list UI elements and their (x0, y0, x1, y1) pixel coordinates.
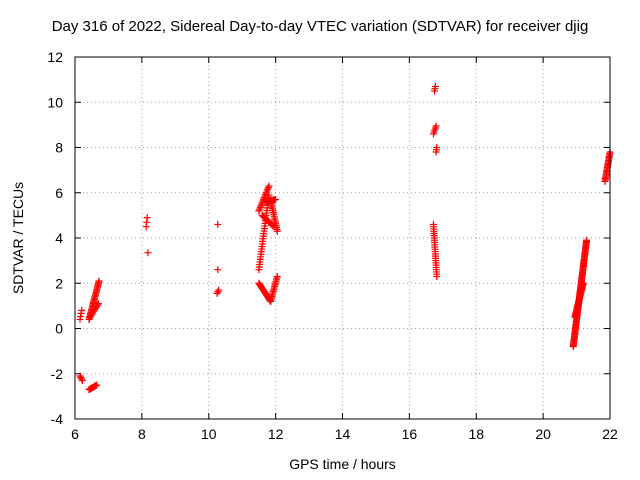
x-tick-label: 20 (535, 426, 551, 442)
x-tick-label: 16 (402, 426, 418, 442)
x-tick-label: 22 (602, 426, 618, 442)
data-point (432, 122, 440, 130)
axis-ticks: 6 8 10 12 14 16 18 20 22 -4 -2 0 2 4 6 8 10 12 (47, 49, 618, 442)
data-point (214, 266, 222, 274)
plot-frame (74, 56, 611, 420)
data-point (213, 289, 221, 297)
data-point (255, 207, 263, 215)
y-tick-label: 0 (55, 321, 63, 337)
data-point (257, 202, 265, 210)
y-tick-label: -4 (51, 411, 64, 427)
x-tick-label: 12 (268, 426, 284, 442)
x-tick-label: 18 (468, 426, 484, 442)
y-axis-label: SDTVAR / TECUs (10, 181, 26, 295)
data-point (143, 214, 151, 222)
data-point (261, 192, 269, 200)
data-point (258, 200, 266, 208)
data-point (265, 182, 273, 190)
data-point (256, 205, 264, 213)
x-axis-label: GPS time / hours (289, 456, 396, 472)
data-point (214, 220, 222, 228)
data-point (215, 286, 223, 294)
data-point (264, 184, 272, 192)
data-point (95, 277, 103, 285)
data-point (214, 288, 222, 296)
y-tick-label: 4 (55, 230, 63, 246)
data-point (433, 144, 441, 151)
data-point (144, 249, 152, 257)
y-tick-label: 2 (55, 275, 63, 291)
data-point (583, 236, 591, 244)
data-point (258, 199, 266, 207)
y-tick-label: -2 (51, 366, 64, 382)
data-point (93, 301, 101, 309)
data-point (260, 194, 268, 202)
data-point (264, 185, 272, 193)
data-point (579, 279, 587, 287)
data-point (272, 196, 280, 204)
data-point (256, 204, 264, 212)
x-tick-label: 10 (201, 426, 217, 442)
data-point (273, 272, 281, 280)
x-tick-label: 14 (335, 426, 351, 442)
data-point (431, 82, 439, 90)
x-tick-label: 6 (71, 426, 79, 442)
data-point (262, 189, 270, 197)
x-tick-label: 8 (138, 426, 146, 442)
data-point (76, 372, 84, 380)
data-point (78, 377, 86, 385)
data-point (78, 375, 86, 383)
data-point (263, 187, 271, 195)
data-point (77, 374, 85, 382)
data-point (93, 381, 101, 389)
data-point (78, 306, 86, 314)
y-tick-label: 8 (55, 140, 63, 156)
y-tick-label: 6 (55, 185, 63, 201)
data-point (273, 227, 281, 235)
chart-title: Day 316 of 2022, Sidereal Day-to-day VTE… (51, 18, 589, 35)
data-point (433, 272, 441, 280)
data-series (76, 82, 614, 394)
y-tick-label: 10 (47, 94, 63, 110)
data-point (94, 300, 102, 308)
grid (75, 57, 610, 419)
y-tick-label: 12 (47, 49, 63, 65)
data-point (262, 190, 270, 198)
